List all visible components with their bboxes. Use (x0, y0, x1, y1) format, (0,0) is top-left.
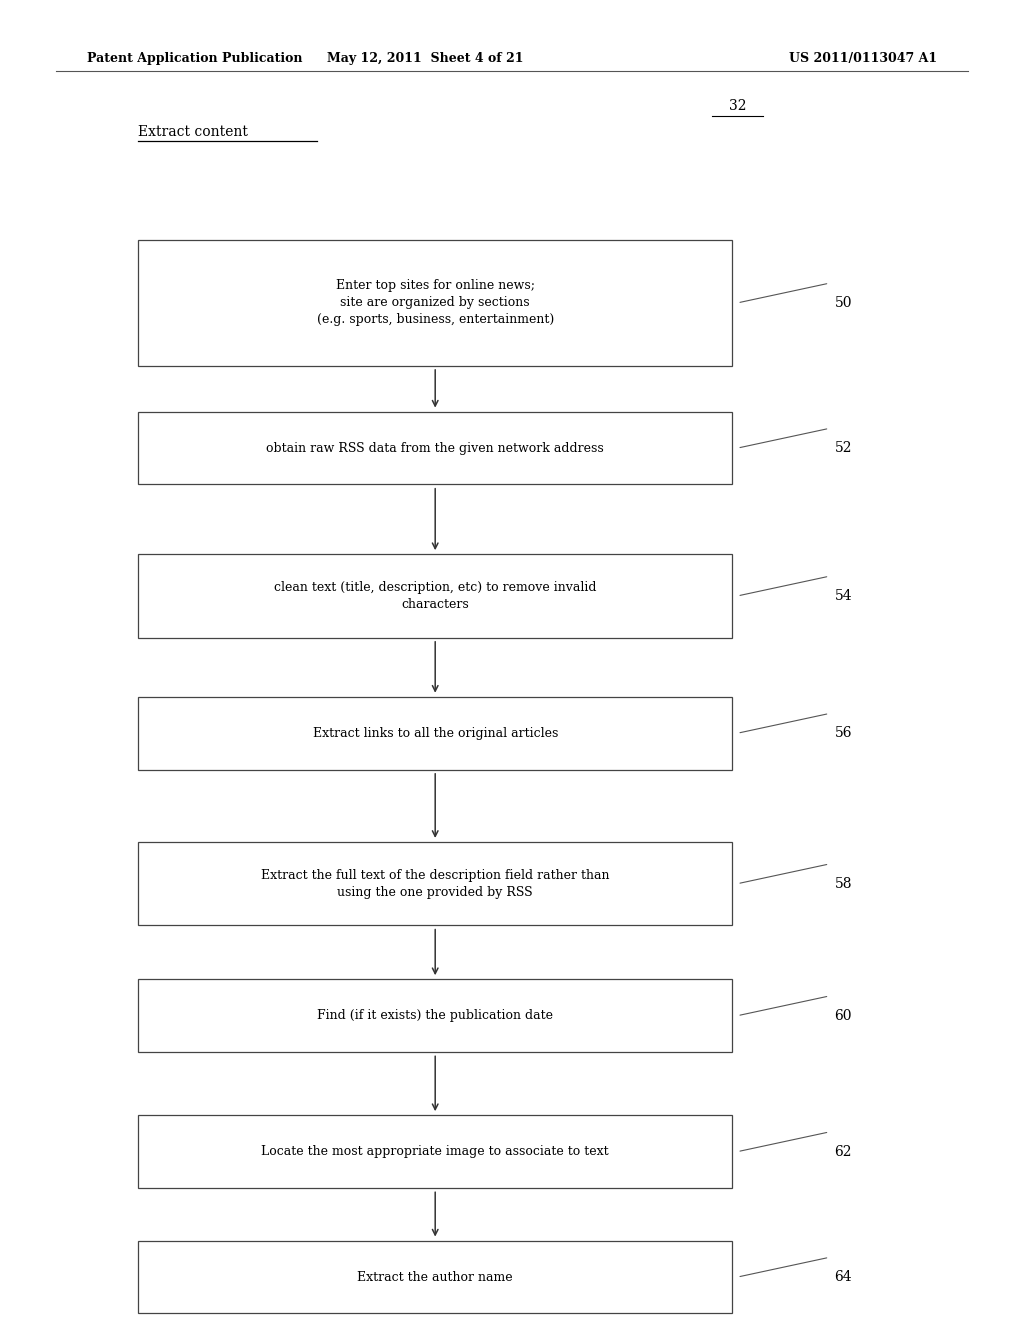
Bar (138, 554, 732, 638)
Text: May 12, 2011  Sheet 4 of 21: May 12, 2011 Sheet 4 of 21 (327, 51, 523, 65)
Text: obtain raw RSS data from the given network address: obtain raw RSS data from the given netwo… (266, 442, 604, 454)
Bar (138, 979, 732, 1052)
Text: Extract links to all the original articles: Extract links to all the original articl… (312, 727, 558, 739)
Text: 60: 60 (835, 1008, 852, 1023)
Text: Patent Application Publication: Patent Application Publication (87, 51, 302, 65)
Bar (138, 412, 732, 484)
Text: Extract content: Extract content (138, 125, 248, 139)
Text: Extract the author name: Extract the author name (357, 1271, 513, 1283)
Text: 64: 64 (835, 1270, 852, 1284)
Text: 52: 52 (835, 441, 852, 455)
Text: Locate the most appropriate image to associate to text: Locate the most appropriate image to ass… (261, 1146, 609, 1158)
Text: 32: 32 (728, 99, 746, 112)
Bar (138, 1115, 732, 1188)
Bar (138, 697, 732, 770)
Text: Extract the full text of the description field rather than
using the one provide: Extract the full text of the description… (261, 869, 609, 899)
Text: 50: 50 (835, 296, 852, 310)
Bar (138, 842, 732, 925)
Text: 56: 56 (835, 726, 852, 741)
Bar (138, 1241, 732, 1313)
Text: 54: 54 (835, 589, 852, 603)
Text: 58: 58 (835, 876, 852, 891)
Text: Find (if it exists) the publication date: Find (if it exists) the publication date (317, 1010, 553, 1022)
Text: Enter top sites for online news;
site are organized by sections
(e.g. sports, bu: Enter top sites for online news; site ar… (316, 280, 554, 326)
Text: 62: 62 (835, 1144, 852, 1159)
Bar (138, 240, 732, 366)
Text: US 2011/0113047 A1: US 2011/0113047 A1 (788, 51, 937, 65)
Text: clean text (title, description, etc) to remove invalid
characters: clean text (title, description, etc) to … (274, 581, 596, 611)
